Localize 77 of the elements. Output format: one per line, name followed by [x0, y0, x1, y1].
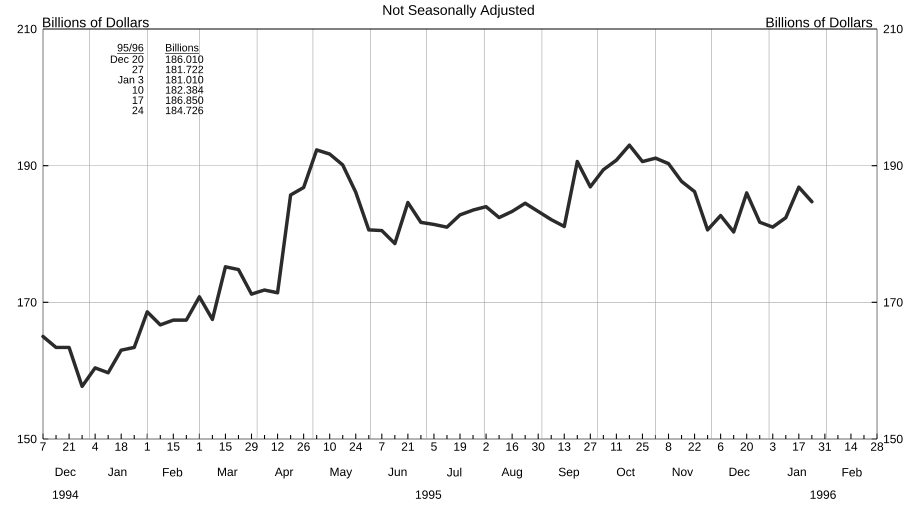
annotation: 181.010 [166, 76, 204, 84]
x-tick-label: 10 [324, 442, 336, 451]
x-tick-label: 16 [506, 442, 518, 451]
text: Nov [672, 468, 694, 476]
y-tick-label: 170 [18, 298, 36, 307]
text: 1996 [810, 490, 836, 499]
x-tick-label: 17 [793, 442, 805, 451]
text: Feb [842, 468, 862, 477]
y-tick-label: 150 [18, 434, 36, 444]
text: Jan [787, 468, 806, 476]
text: Mar [218, 468, 238, 476]
text: Dec [730, 468, 750, 476]
y2-tick-label: 150 [884, 434, 903, 444]
x-tick-label: 4 [92, 442, 98, 451]
text: Sep [558, 468, 580, 479]
x-tick-label: 31 [818, 442, 831, 451]
x-tick-label: 1 [196, 442, 202, 451]
x-tick-label: 18 [115, 442, 128, 451]
text: Jun [388, 468, 407, 476]
x-tick-label: 2 [483, 442, 489, 451]
x-tick-label: 7 [40, 442, 46, 451]
y2-axis-title: Billions of Dollars [766, 17, 872, 28]
x-tick-label: 25 [636, 442, 649, 451]
chart-title: Not Seasonally Adjusted [383, 4, 534, 18]
y2-tick-label: 210 [884, 24, 903, 34]
annotation: Billions [166, 44, 199, 52]
x-tick-label: 26 [298, 442, 310, 451]
annotation: 10 [132, 86, 144, 94]
annotation: 182.384 [166, 86, 204, 94]
x-tick-label: 21 [63, 442, 76, 451]
annotation: 184.726 [166, 106, 204, 114]
x-tick-label: 7 [379, 442, 385, 451]
text: Apr [274, 468, 294, 478]
line-series [41, 143, 814, 388]
x-tick-label: 30 [532, 442, 544, 451]
annotation: 181.722 [166, 66, 204, 74]
x-tick-label: 24 [350, 442, 362, 451]
text: Jul [446, 468, 462, 477]
annotation: 24 [132, 106, 144, 114]
x-tick-label: 22 [688, 442, 701, 451]
x-tick-label: 21 [402, 442, 414, 451]
text: Dec [56, 468, 76, 476]
annotation: Jan 3 [118, 76, 144, 84]
y2-tick-label: 170 [884, 298, 903, 307]
y-axis-title: Billions of Dollars [43, 17, 149, 28]
annotation: 186.850 [166, 96, 204, 104]
text: Jan [108, 468, 126, 476]
x-tick-label: 27 [584, 442, 596, 451]
x-tick-label: 11 [611, 442, 622, 451]
text: May [330, 468, 352, 478]
annotation: 27 [132, 66, 144, 74]
x-tick-label: 19 [454, 442, 466, 451]
annotation: 95/96 [118, 44, 144, 52]
x-tick-label: 14 [845, 442, 858, 451]
text: Oct [616, 468, 635, 476]
x-tick-label: 1 [144, 442, 150, 451]
text: Feb [163, 468, 182, 477]
x-tick-label: 6 [718, 442, 724, 451]
x-tick-label: 8 [666, 442, 672, 451]
x-tick-label: 3 [770, 442, 776, 451]
text: 1995 [416, 490, 442, 499]
text: Aug [501, 468, 522, 478]
annotation: 17 [132, 96, 144, 104]
y2-tick-label: 190 [884, 161, 903, 170]
x-tick-label: 13 [558, 442, 570, 451]
y-tick-label: 210 [18, 24, 36, 34]
x-tick-label: 15 [168, 442, 180, 451]
text: 1994 [52, 490, 78, 499]
x-tick-label: 20 [740, 442, 753, 451]
x-tick-label: 15 [220, 442, 232, 451]
annotation: 186.010 [166, 55, 204, 64]
y-tick-label: 190 [18, 161, 36, 170]
annotation: Dec 20 [110, 55, 144, 64]
x-tick-label: 28 [870, 442, 884, 451]
x-tick-label: 5 [431, 442, 437, 451]
x-tick-label: 12 [272, 442, 284, 451]
x-tick-label: 29 [245, 442, 258, 451]
